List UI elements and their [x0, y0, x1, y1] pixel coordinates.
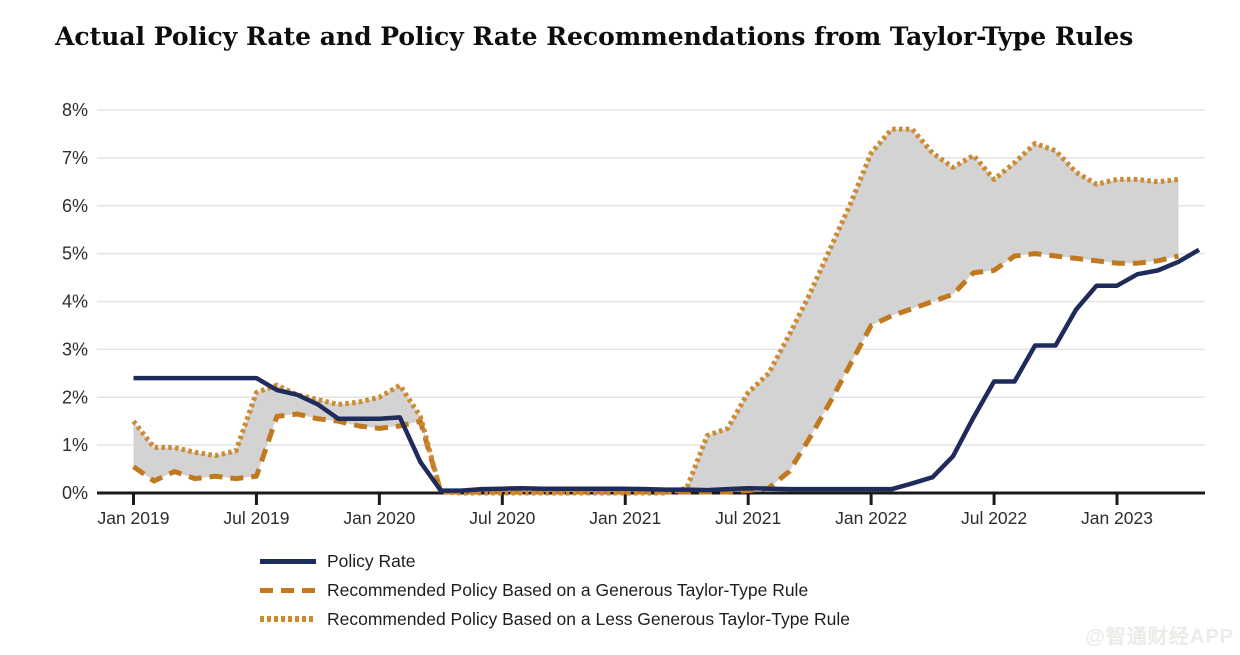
legend-label: Policy Rate: [327, 550, 416, 571]
legend-label: Recommended Policy Based on a Generous T…: [327, 579, 809, 600]
x-axis-label: Jul 2019: [223, 508, 289, 528]
x-axis-label: Jan 2019: [97, 508, 169, 528]
y-axis-label: 2%: [62, 387, 88, 407]
x-axis-label: Jan 2022: [835, 508, 907, 528]
chart-legend: Policy Rate Recommended Policy Based on …: [260, 550, 850, 637]
x-axis-label: Jul 2022: [961, 508, 1027, 528]
y-axis-label: 3%: [62, 339, 88, 359]
legend-swatch-dashed-line: [260, 587, 316, 593]
chart-canvas: Jan 2019 Jul 2019 Jan 2020 Jul 2020 Jan 2021…: [62, 100, 1205, 528]
legend-item-less-generous-rule: Recommended Policy Based on a Less Gener…: [260, 608, 850, 630]
watermark: @智通财经APP: [1085, 626, 1234, 648]
x-axis-label: Jul 2020: [469, 508, 535, 528]
x-axis-label: Jan 2021: [589, 508, 661, 528]
legend-swatch-dotted-line: [260, 616, 316, 622]
series-line-solid: [133, 247, 1201, 493]
y-axis-label: 1%: [62, 435, 88, 455]
chart-title: Actual Policy Rate and Policy Rate Recom…: [55, 22, 1134, 51]
x-axis-label: Jan 2023: [1081, 508, 1153, 528]
y-axis-label: 7%: [62, 148, 88, 168]
recommendation-band: [133, 129, 1179, 493]
y-axis-label: 6%: [62, 196, 88, 216]
y-axis-label: 8%: [62, 100, 88, 120]
y-axis-label: 4%: [62, 292, 88, 312]
legend-item-generous-rule: Recommended Policy Based on a Generous T…: [260, 579, 850, 601]
legend-item-policy-rate: Policy Rate: [260, 550, 850, 572]
x-axis-label: Jan 2020: [343, 508, 415, 528]
y-axis-label: 0%: [62, 483, 88, 503]
legend-label: Recommended Policy Based on a Less Gener…: [327, 608, 851, 629]
legend-swatch-solid-line: [260, 558, 316, 564]
y-axis-label: 5%: [62, 244, 88, 264]
x-axis-label: Jul 2021: [715, 508, 781, 528]
